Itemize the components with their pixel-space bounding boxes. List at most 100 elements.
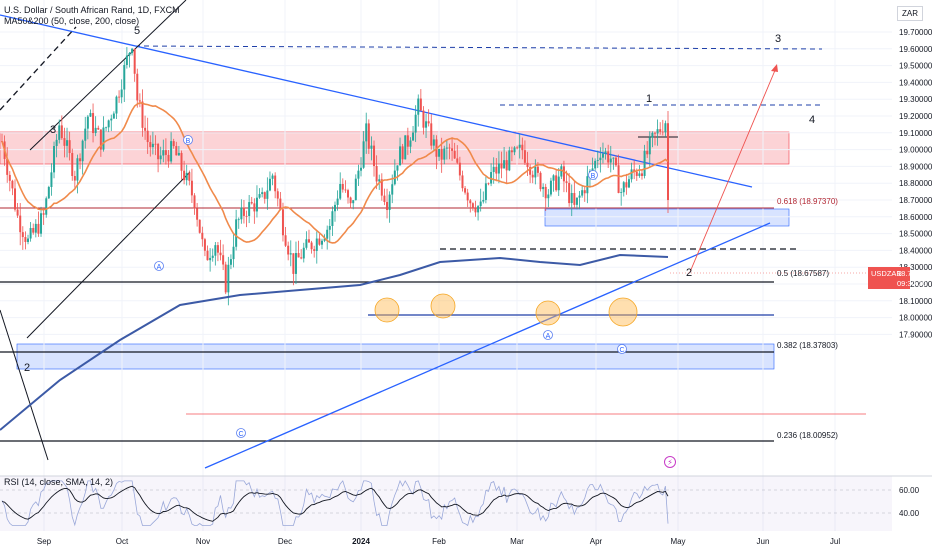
dashed-blue-top-line — [134, 45, 823, 50]
candle-body — [490, 172, 493, 184]
candle-body — [482, 199, 485, 202]
candle-body — [425, 121, 428, 128]
projection-arrow — [689, 67, 777, 273]
time-axis-tick: Feb — [432, 537, 446, 546]
candle-body — [328, 226, 331, 230]
wave-label: 2 — [24, 362, 30, 374]
time-axis-tick: May — [670, 537, 685, 546]
candle-body — [451, 148, 454, 151]
candle-body — [276, 191, 279, 199]
event-flash-icon[interactable] — [664, 456, 676, 468]
candle-body — [240, 207, 243, 220]
price-tag-symbol: USDZAR — [871, 269, 902, 278]
candle-body — [248, 202, 251, 216]
wave-label: 5 — [134, 25, 140, 37]
candle-body — [183, 170, 186, 181]
candle-body — [599, 157, 602, 161]
candle-body — [224, 264, 227, 293]
candle-body — [318, 238, 321, 245]
candle-body — [643, 150, 646, 176]
support-zone-blue-mid — [544, 208, 790, 227]
candle-body — [55, 139, 58, 147]
fib-label: 0.618 (18.97370) — [777, 197, 838, 206]
indicator-legend[interactable]: MA50&200 (50, close, 200, close) — [4, 16, 140, 26]
pattern-label: A — [157, 264, 162, 271]
candle-body — [84, 128, 87, 141]
candle-body — [237, 219, 240, 221]
candle-body — [297, 253, 300, 258]
candle-body — [235, 219, 238, 247]
candle-body — [474, 208, 477, 213]
candle-body — [92, 113, 95, 134]
candle-body — [458, 162, 461, 176]
chart-title: U.S. Dollar / South African Rand, 1D, FX… — [4, 5, 180, 15]
candle-body — [19, 215, 22, 233]
candle-body — [604, 151, 607, 154]
candle-body — [58, 125, 61, 140]
candle-body — [305, 239, 308, 248]
candle-body — [419, 98, 422, 111]
candle-body — [562, 166, 565, 182]
black-diagonal-up — [26, 171, 191, 339]
candle-body — [653, 132, 656, 134]
candle-body — [232, 246, 235, 260]
candle-body — [453, 150, 456, 159]
candle-body — [448, 147, 451, 149]
candle-body — [560, 166, 563, 177]
price-tag[interactable] — [868, 267, 910, 289]
candle-body — [513, 147, 516, 153]
time-axis-tick: Jun — [757, 537, 770, 546]
grid — [0, 0, 892, 531]
candle-body — [211, 255, 214, 258]
candle-body — [430, 123, 433, 146]
candle-body — [138, 100, 141, 102]
price-axis-tick: 19.00000 — [899, 146, 932, 155]
candle-body — [477, 206, 480, 213]
candle-body — [625, 182, 628, 188]
candle-body — [354, 178, 357, 201]
candle-body — [547, 194, 550, 199]
candle-body — [141, 101, 144, 128]
candle-body — [162, 150, 165, 156]
candle-body — [614, 157, 617, 166]
candle-body — [53, 146, 56, 173]
candle-body — [568, 182, 571, 204]
candle-body — [664, 123, 667, 133]
candle-body — [401, 146, 404, 160]
candle-body — [627, 179, 630, 188]
candle-body — [373, 145, 376, 167]
rsi-sma-line — [1, 485, 669, 522]
candle-body — [250, 202, 253, 204]
candle-body — [469, 200, 472, 204]
candle-body — [581, 190, 584, 196]
candle-body — [81, 140, 84, 162]
candle-body — [383, 195, 386, 202]
candle-body — [323, 238, 326, 241]
candle-body — [284, 235, 287, 246]
candle-body — [24, 237, 27, 242]
candle-body — [40, 213, 43, 234]
candle-body — [427, 121, 430, 124]
candle-body — [203, 239, 206, 251]
candle-body — [573, 193, 576, 205]
fib-label: 0.382 (18.37803) — [777, 341, 838, 350]
rsi-legend[interactable]: RSI (14, close, SMA, 14, 2) — [4, 477, 114, 487]
candle-body — [37, 223, 40, 234]
candle-body — [586, 176, 589, 194]
candle-body — [112, 113, 115, 119]
time-axis-tick: Oct — [116, 537, 129, 546]
candle-body — [336, 198, 339, 205]
candle-body — [292, 253, 295, 274]
candle-body — [646, 150, 649, 155]
time-axis-tick: Mar — [510, 537, 524, 546]
candle-body — [302, 247, 305, 259]
ma50-line — [1, 101, 669, 244]
currency-button[interactable]: ZAR — [897, 6, 923, 21]
candle-body — [66, 140, 69, 146]
candle-body — [105, 127, 108, 129]
candle-body — [188, 172, 191, 181]
candle-body — [222, 255, 225, 265]
candle-body — [164, 150, 167, 155]
candle-body — [461, 175, 464, 189]
